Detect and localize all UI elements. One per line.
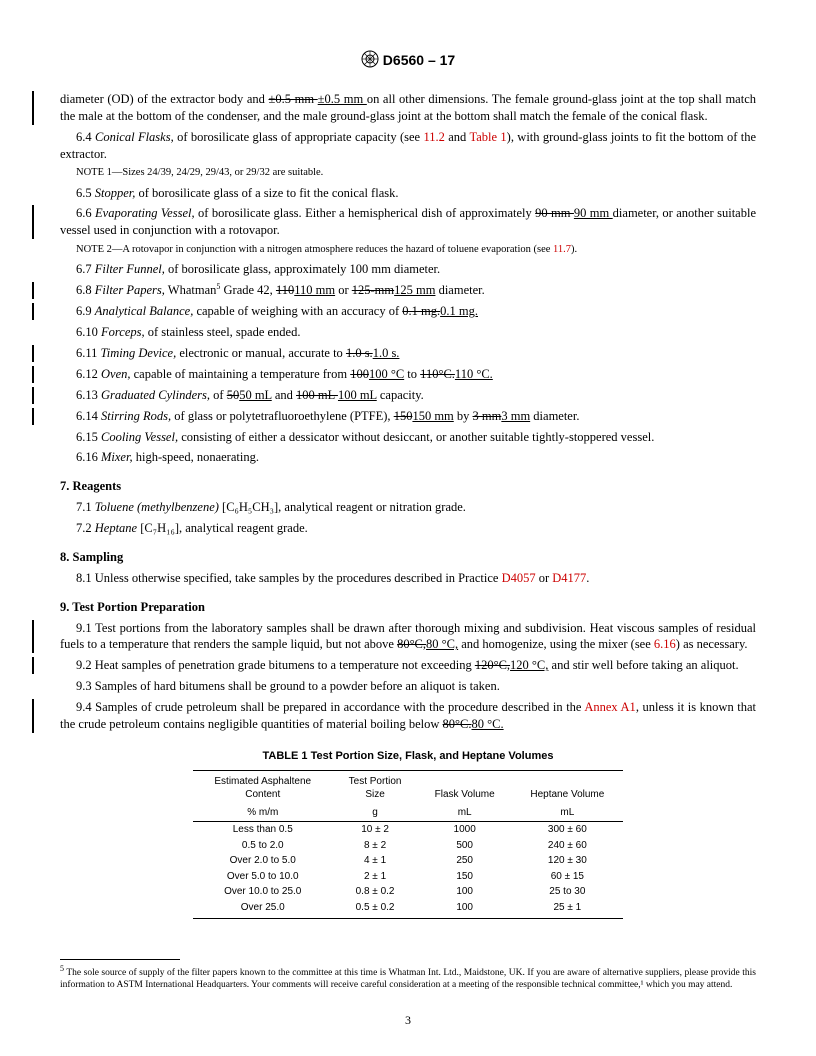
link-d4057[interactable]: D4057 <box>502 571 536 585</box>
para-9-4: 9.4 Samples of crude petroleum shall be … <box>32 699 756 733</box>
footnote-5: 5 The sole source of supply of the filte… <box>60 964 756 992</box>
para-6-6: 6.6 Evaporating Vessel, of borosilicate … <box>32 205 756 239</box>
para-6-8: 6.8 Filter Papers, Whatman5 Grade 42, 11… <box>32 282 756 299</box>
table-row: Over 25.00.5 ± 0.210025 ± 1 <box>193 900 623 919</box>
para-6-5: 6.5 Stopper, of borosilicate glass of a … <box>60 185 756 202</box>
link-6-16[interactable]: 6.16 <box>654 637 676 651</box>
para-9-1: 9.1 Test portions from the laboratory sa… <box>32 620 756 654</box>
th-portion: Test PortionSize <box>332 770 417 804</box>
footnote-separator <box>60 959 180 960</box>
link-d4177[interactable]: D4177 <box>552 571 586 585</box>
note-1: NNOTE 1—Sizes 24/39, 24/29, 29/43, or 29… <box>76 166 756 180</box>
th-asphaltene: Estimated AsphalteneContent <box>193 770 332 804</box>
table-1: TABLE 1 Test Portion Size, Flask, and He… <box>193 749 623 919</box>
para-6-7: 6.7 Filter Funnel, of borosilicate glass… <box>60 261 756 278</box>
table-row: Over 2.0 to 5.04 ± 1250120 ± 30 <box>193 853 623 869</box>
para-6-11: 6.11 Timing Device, electronic or manual… <box>32 345 756 362</box>
para-7-2: 7.2 Heptane [C₇H₁₆], analytical reagent … <box>60 520 756 537</box>
th-flask: Flask Volume <box>418 770 512 804</box>
para-6-9: 6.9 Analytical Balance, capable of weigh… <box>32 303 756 320</box>
table-title: TABLE 1 Test Portion Size, Flask, and He… <box>193 749 623 764</box>
section-8: 8. Sampling <box>60 549 756 566</box>
table-row: Over 5.0 to 10.02 ± 115060 ± 15 <box>193 869 623 885</box>
para-9-2: 9.2 Heat samples of penetration grade bi… <box>32 657 756 674</box>
page-number: 3 <box>0 1013 816 1028</box>
link-annex-a1[interactable]: Annex A1 <box>584 700 635 714</box>
para-6-13: 6.13 Graduated Cylinders, of 5050 mL and… <box>32 387 756 404</box>
astm-logo <box>361 50 379 73</box>
table-row: Less than 0.510 ± 21000300 ± 60 <box>193 822 623 838</box>
table-row: Over 10.0 to 25.00.8 ± 0.210025 to 30 <box>193 884 623 900</box>
table-row: 0.5 to 2.08 ± 2500240 ± 60 <box>193 838 623 854</box>
designation: D6560 – 17 <box>383 52 455 68</box>
th-heptane: Heptane Volume <box>512 770 623 804</box>
para-7-1: 7.1 Toluene (methylbenzene) [C₆H₅CH₃], a… <box>60 499 756 516</box>
section-9: 9. Test Portion Preparation <box>60 599 756 616</box>
link-11-2[interactable]: 11.2 <box>423 130 444 144</box>
para-8-1: 8.1 Unless otherwise specified, take sam… <box>60 570 756 587</box>
para-6-15: 6.15 Cooling Vessel, consisting of eithe… <box>60 429 756 446</box>
link-table-1[interactable]: Table 1 <box>469 130 506 144</box>
para-9-3: 9.3 Samples of hard bitumens shall be gr… <box>60 678 756 695</box>
para-6-14: 6.14 Stirring Rods, of glass or polytetr… <box>32 408 756 425</box>
para-6-3-cont: diameter (OD) of the extractor body and … <box>32 91 756 125</box>
para-6-4: 6.4 Conical Flasks, of borosilicate glas… <box>60 129 756 163</box>
link-11-7[interactable]: 11.7 <box>553 244 571 255</box>
page-header: D6560 – 17 <box>60 50 756 73</box>
section-7: 7. Reagents <box>60 478 756 495</box>
para-6-16: 6.16 Mixer, high-speed, nonaerating. <box>60 449 756 466</box>
para-6-10: 6.10 Forceps, of stainless steel, spade … <box>60 324 756 341</box>
para-6-12: 6.12 Oven, capable of maintaining a temp… <box>32 366 756 383</box>
note-2: NNOTE 2—A rotovapor in conjunction with … <box>76 243 756 257</box>
